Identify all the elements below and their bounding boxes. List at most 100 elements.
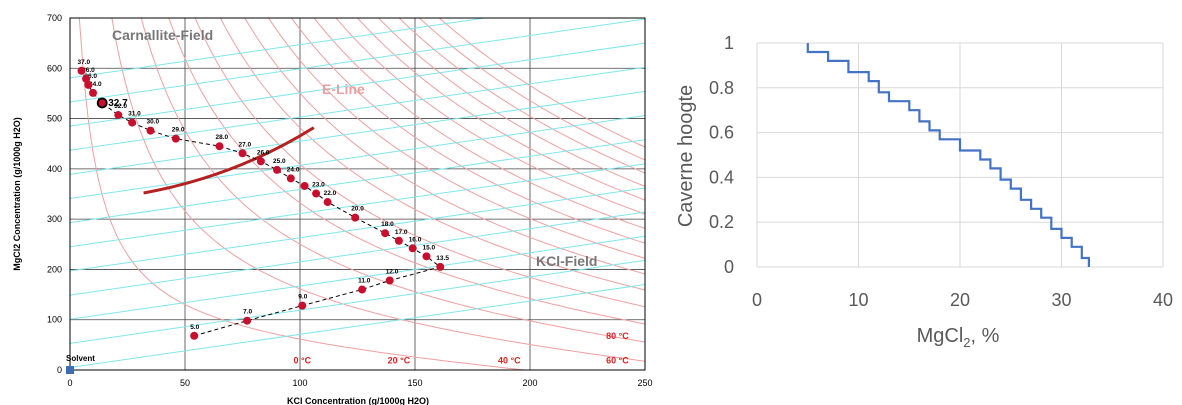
right-x-axis-label-main: MgCl xyxy=(917,325,964,347)
data-point xyxy=(84,80,93,89)
data-point xyxy=(114,111,123,120)
left-x-tick-label: 200 xyxy=(522,378,537,388)
isotherm-curve xyxy=(290,18,645,244)
data-point xyxy=(243,316,252,325)
isotherm-curve xyxy=(313,18,645,230)
tie-line xyxy=(70,211,645,296)
e-line-label: E-Line xyxy=(322,81,365,97)
right-x-tick-label: 20 xyxy=(950,290,970,310)
right-y-axis-label: Caverne hoogte xyxy=(675,85,697,227)
left-grid xyxy=(69,17,646,371)
isotherm-curve xyxy=(111,18,645,362)
data-point-label: 17.0 xyxy=(395,229,408,236)
data-point xyxy=(77,66,86,75)
data-point-label: 23.0 xyxy=(312,181,325,188)
left-y-tick-label: 500 xyxy=(47,114,62,124)
data-point-label: 29.0 xyxy=(172,127,185,134)
isotherm-curve xyxy=(398,18,645,174)
data-point-label: 26.0 xyxy=(257,149,270,156)
data-point-label: 15.0 xyxy=(423,244,436,251)
data-point xyxy=(298,301,307,310)
data-point-label: 11.0 xyxy=(358,278,371,285)
left-y-tick-label: 300 xyxy=(47,214,62,224)
tie-line xyxy=(70,163,645,248)
data-point xyxy=(273,165,281,174)
left-y-tick-label: 600 xyxy=(47,63,62,73)
right-x-tick-label: 10 xyxy=(848,290,868,310)
data-point-label: 36.0 xyxy=(82,67,95,74)
left-tick-labels: 0 50 100 150 200 250 0 100 200 300 400 500 600 700 xyxy=(47,13,653,388)
left-y-axis-label: MgCl2 Concentration (g/1000g H2O) xyxy=(12,117,22,271)
tie-line xyxy=(70,235,645,320)
isotherm-label: 40 °C xyxy=(498,355,521,365)
data-point-label: 31.0 xyxy=(128,111,141,118)
tie-line xyxy=(70,66,645,151)
right-y-tick-label: 0.8 xyxy=(709,78,734,98)
left-plot-frame xyxy=(69,17,646,371)
right-grid xyxy=(756,42,1164,268)
right-x-tick-label: 40 xyxy=(1153,290,1173,310)
left-x-tick-label: 150 xyxy=(407,378,422,388)
data-point xyxy=(436,262,445,271)
kcl-field-label: KCl-Field xyxy=(536,253,597,269)
tie-line xyxy=(70,284,645,368)
data-point-label: 16.0 xyxy=(409,236,422,243)
data-point-label: 9.0 xyxy=(298,294,307,301)
data-point xyxy=(286,174,295,183)
left-y-tick-label: 0 xyxy=(57,365,62,375)
data-point xyxy=(238,149,247,158)
data-point xyxy=(323,198,332,207)
left-x-tick-label: 50 xyxy=(180,378,190,388)
phase-diagram-chart: 0 50 100 150 200 250 0 100 200 300 400 500 600 700 5.… xyxy=(12,13,653,405)
data-point-label: 13.5 xyxy=(436,255,449,262)
isotherm-label: 20 °C xyxy=(388,355,411,365)
data-point xyxy=(394,236,403,245)
data-point-label: 32.7 xyxy=(108,98,128,109)
right-x-axis-label-suffix: , % xyxy=(971,325,1000,347)
tie-line xyxy=(70,115,645,200)
right-y-tick-label: 0.6 xyxy=(709,123,734,143)
data-point-label: 25.0 xyxy=(273,158,286,165)
data-point xyxy=(146,126,155,135)
data-point-label: 7.0 xyxy=(243,309,252,316)
left-annotations: Carnallite-Field E-Line KCl-Field Solven… xyxy=(66,27,597,363)
left-y-tick-label: 400 xyxy=(47,164,62,174)
tie-line xyxy=(70,259,645,344)
isotherm-curve xyxy=(219,18,645,291)
data-point xyxy=(256,157,265,166)
data-point xyxy=(312,189,321,198)
isotherm-label: 0 °C xyxy=(293,355,311,365)
tie-line xyxy=(70,90,645,175)
data-point xyxy=(351,213,360,222)
tie-line xyxy=(70,139,645,224)
right-y-tick-label: 0 xyxy=(724,257,734,277)
isotherm-curve xyxy=(244,18,645,275)
caverne-chart: 0 10 20 30 40 0 0.2 0.4 0.6 0.8 1 Caverne hoogte M… xyxy=(675,33,1173,350)
data-point xyxy=(215,142,224,151)
tie-line xyxy=(70,18,645,103)
right-x-axis-label-sub: 2 xyxy=(963,335,970,350)
solvent-label: Solvent xyxy=(66,354,95,363)
isotherm-curve xyxy=(377,18,645,187)
right-tick-labels: 0 10 20 30 40 0 0.2 0.4 0.6 0.8 1 xyxy=(709,33,1173,310)
right-y-tick-label: 0.4 xyxy=(709,167,734,187)
isotherm-label: 80 °C xyxy=(606,331,629,341)
data-point xyxy=(300,181,309,190)
right-y-tick-label: 0.2 xyxy=(709,212,734,232)
left-x-tick-label: 100 xyxy=(292,378,307,388)
left-curves xyxy=(70,18,645,370)
right-y-tick-label: 1 xyxy=(724,33,734,53)
right-x-tick-label: 0 xyxy=(752,290,762,310)
data-point-label: 22.0 xyxy=(324,190,337,197)
data-point xyxy=(381,229,390,238)
data-point xyxy=(358,285,367,294)
right-x-axis-label: MgCl2, % xyxy=(917,325,1000,350)
tie-line xyxy=(70,18,489,79)
data-point xyxy=(128,118,137,127)
points-connector xyxy=(81,70,442,337)
data-point-label: 34.0 xyxy=(89,81,102,88)
left-points: 5.0 7.0 9.0 11.0 12.0 13.515.016.017.018.0 20.… xyxy=(66,59,629,374)
data-point xyxy=(385,276,394,285)
isotherm-curve xyxy=(78,18,530,370)
caverne-step-line xyxy=(806,43,1090,267)
